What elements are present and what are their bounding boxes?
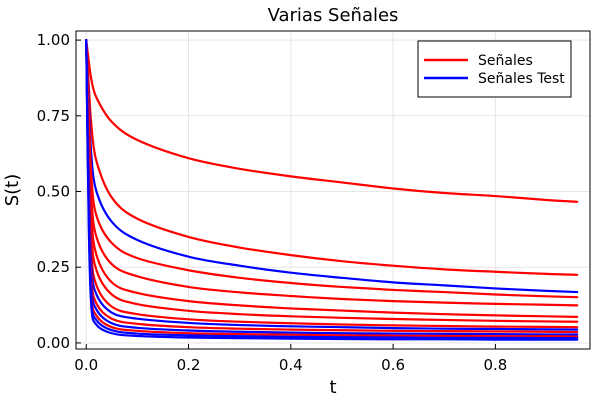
x-axis-label: t	[329, 377, 336, 398]
y-tick-label: 0.00	[37, 334, 70, 352]
x-tick-label: 0.4	[279, 356, 303, 374]
y-tick-label: 0.75	[37, 107, 70, 125]
legend-box	[417, 40, 572, 98]
x-tick-label: 0.2	[177, 356, 201, 374]
legend-label-senales: Señales	[478, 53, 533, 69]
legend-label-senales-test: Señales Test	[478, 71, 565, 87]
chart-title: Varias Señales	[268, 5, 399, 26]
series-layer	[85, 38, 579, 341]
series-line-senales-test-13	[85, 38, 579, 341]
grid-layer	[76, 31, 590, 349]
x-tick-label: 0.8	[483, 356, 507, 374]
series-line-senales-3	[85, 38, 579, 299]
y-tick-label: 0.25	[37, 258, 70, 276]
y-tick-label: 1.00	[37, 31, 70, 49]
x-tick-label: 0.0	[74, 356, 98, 374]
legend: Señales Señales Test	[417, 40, 572, 98]
x-tick-label: 0.6	[381, 356, 405, 374]
y-tick-label: 0.50	[37, 183, 70, 201]
series-line-senales-1	[85, 38, 579, 276]
plot-frame	[75, 30, 591, 350]
y-axis-label: S(t)	[2, 174, 23, 207]
series-line-senales-test-2	[85, 38, 579, 294]
tick-layer: 0.0 0.2 0.4 0.6 0.8 0.00 0.25 0.50 0.75 1.00	[37, 31, 508, 374]
series-line-senales-0	[85, 38, 579, 203]
